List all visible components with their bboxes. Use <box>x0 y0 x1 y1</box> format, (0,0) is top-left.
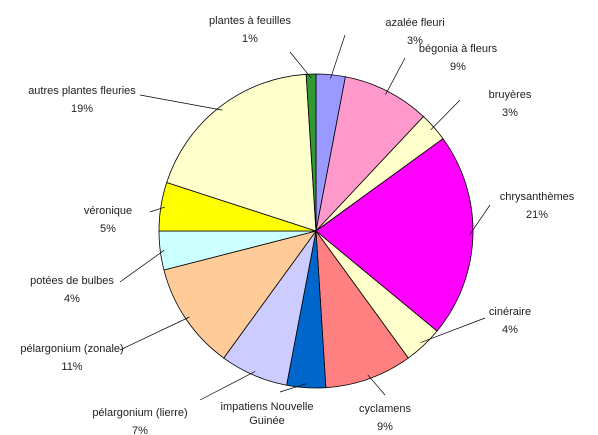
slice-percent: 11% <box>61 361 83 373</box>
pie-slice <box>315 138 474 332</box>
leader-line <box>149 206 165 213</box>
leader-line <box>330 34 346 79</box>
slice-name: cinéraire <box>488 306 532 318</box>
slice-percent: 9% <box>450 61 466 73</box>
slice-label: bégonia à fleurs 9% <box>419 40 497 76</box>
slice-percent: 7% <box>132 425 148 435</box>
slice-name: autres plantes fleuries <box>28 85 136 97</box>
slice-label: cinéraire 4% <box>489 303 531 339</box>
slice-name: azalée fleuri <box>385 17 445 29</box>
pie-slice <box>166 73 317 232</box>
leader-line <box>289 51 312 79</box>
slice-name: impatiens Nouvelle Guinée <box>220 401 314 427</box>
slice-name: bégonia à fleurs <box>418 43 498 55</box>
leader-line <box>430 99 461 131</box>
slice-name: potées de bulbes <box>30 275 114 287</box>
leader-line <box>139 94 223 111</box>
slice-label: pélargonium (zonale) 11% <box>20 340 123 376</box>
slice-percent: 4% <box>64 293 80 305</box>
leader-line <box>119 316 190 351</box>
slice-percent: 3% <box>502 107 518 119</box>
leader-line <box>385 57 406 95</box>
slice-name: véronique <box>83 205 133 217</box>
slice-label: potées de bulbes 4% <box>30 272 114 308</box>
slice-label: cyclamens 9% <box>359 400 411 435</box>
slice-label: bruyères 3% <box>489 86 532 122</box>
slice-percent: 3% <box>407 35 423 47</box>
slice-label: impatiens Nouvelle Guinée <box>217 400 317 428</box>
slice-label: véronique 5% <box>84 202 132 238</box>
pie-slice <box>163 230 317 359</box>
slice-name: bruyères <box>488 89 532 101</box>
slice-name: plantes à feuilles <box>209 15 291 27</box>
slice-percent: 21% <box>525 209 549 221</box>
slice-name: pélargonium (zonale) <box>20 343 124 355</box>
slice-label: azalée fleuri 3% <box>385 14 444 50</box>
slice-name: pélargonium (lierre) <box>92 407 188 419</box>
leader-line <box>199 371 256 401</box>
slice-percent: 19% <box>70 103 94 115</box>
leader-line <box>468 204 491 237</box>
slice-name: chrysanthèmes <box>499 191 575 203</box>
slice-percent: 1% <box>242 33 258 45</box>
slice-name: cyclamens <box>359 403 411 415</box>
slice-percent: 9% <box>377 421 393 433</box>
leader-line <box>119 249 165 283</box>
leader-line <box>367 374 386 396</box>
slice-percent: 5% <box>100 223 116 235</box>
leader-line <box>420 317 486 343</box>
pie-slice <box>315 229 409 389</box>
slice-label: plantes à feuilles 1% <box>209 12 291 48</box>
slice-percent: 4% <box>502 324 518 336</box>
slice-label: autres plantes fleuries 19% <box>28 82 136 118</box>
leader-line <box>279 383 307 393</box>
slice-label: pélargonium (lierre) 7% <box>92 404 187 435</box>
slice-label: chrysanthèmes 21% <box>500 188 575 224</box>
pie-slice <box>305 73 317 232</box>
